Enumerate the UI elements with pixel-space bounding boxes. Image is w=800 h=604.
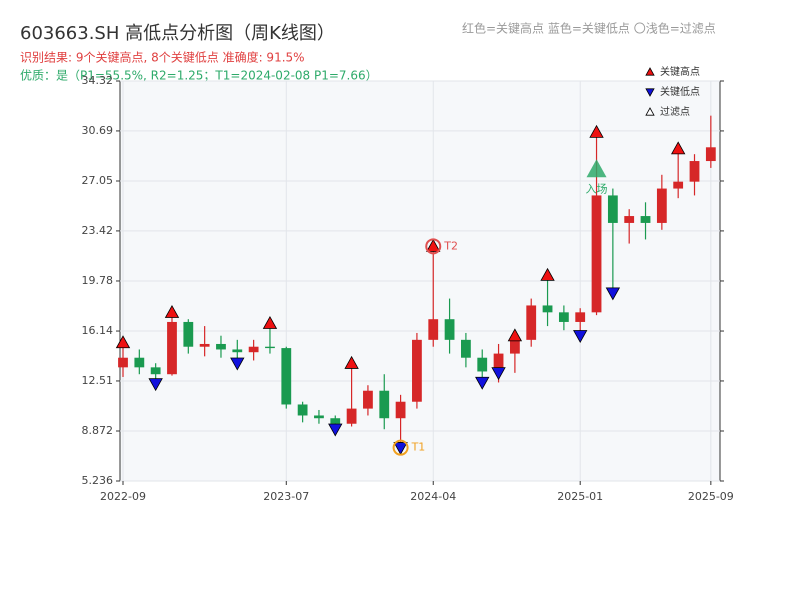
candle-body <box>477 357 488 372</box>
candle-body <box>461 339 471 358</box>
candle-body <box>705 147 716 162</box>
candle-body <box>297 404 308 416</box>
note: 红色=关键高点 蓝色=关键低点 〇浅色=过滤点 <box>462 21 716 36</box>
candle-body <box>167 321 177 375</box>
candle-body <box>363 390 373 409</box>
marker <box>164 305 180 318</box>
legend-marker <box>645 107 655 116</box>
candle-body <box>183 321 194 347</box>
candle-body <box>428 319 439 340</box>
candle-body <box>444 319 455 340</box>
marker <box>344 355 359 369</box>
marker <box>115 335 131 349</box>
candle-body <box>575 312 586 322</box>
marker <box>507 328 523 342</box>
marker <box>605 287 621 301</box>
marker <box>670 141 686 155</box>
legend-label: 关键低点 <box>660 85 700 98</box>
candle-body <box>640 216 651 223</box>
marker <box>475 376 490 390</box>
candle-body <box>281 348 292 405</box>
y-tick-label: 8.872 <box>82 424 114 437</box>
annotation-label: T1 <box>411 441 426 454</box>
chart-title: 603663.SH 高低点分析图（周K线图） <box>20 23 335 44</box>
x-tick-label: 2022-09 <box>100 490 146 503</box>
y-tick-label: 12.51 <box>82 374 114 387</box>
candle-body <box>591 195 602 313</box>
y-tick-label: 27.05 <box>82 174 114 187</box>
marker <box>148 378 163 392</box>
candle-body <box>265 346 275 349</box>
candle-body <box>118 357 128 368</box>
marker <box>426 238 441 252</box>
x-tick-label: 2024-04 <box>410 490 456 503</box>
candle-body <box>624 216 635 223</box>
marker <box>540 267 555 281</box>
y-tick-label: 34.32 <box>82 74 114 87</box>
legend-marker <box>645 67 655 76</box>
marker <box>491 367 506 381</box>
annotation-ring <box>425 238 442 255</box>
candle-body <box>689 161 700 182</box>
subtitle: 优质：是（P1=55.5%, R2=1.25；T1=2024-02-08 P1=… <box>20 69 378 83</box>
x-tick-label: 2025-09 <box>688 490 734 503</box>
candle-body <box>493 353 504 372</box>
candle-body <box>150 367 161 375</box>
entry-label: 入场 <box>586 181 608 195</box>
candle-body <box>673 181 684 189</box>
legend-marker <box>645 88 655 97</box>
candle-body <box>509 339 520 354</box>
y-tick-label: 30.69 <box>82 124 114 137</box>
x-tick-label: 2025-01 <box>557 490 603 503</box>
legend-label: 关键高点 <box>660 65 700 78</box>
candle-body <box>412 339 422 402</box>
candle-body <box>607 195 618 223</box>
x-tick-label: 2023-07 <box>263 490 309 503</box>
candle-body <box>248 346 259 353</box>
marker <box>393 442 408 455</box>
subtitle: 识别结果: 9个关键高点, 8个关键低点 准确度: 91.5% <box>20 50 305 65</box>
candle-body <box>656 188 667 223</box>
y-tick-label: 5.236 <box>82 474 114 487</box>
marker <box>589 124 604 138</box>
candle-body <box>216 343 226 350</box>
candle-body <box>379 390 390 419</box>
marker <box>230 357 245 371</box>
annotation-label: T2 <box>443 239 458 252</box>
y-tick-label: 16.14 <box>82 324 114 337</box>
candle-body <box>346 408 357 424</box>
legend-label: 过滤点 <box>660 105 690 118</box>
candle-body <box>232 349 243 353</box>
y-tick-label: 19.78 <box>82 274 114 287</box>
candle-body <box>314 415 324 419</box>
candle-body <box>199 343 210 347</box>
marker <box>262 316 278 329</box>
candle-body <box>330 418 341 424</box>
candle-body <box>134 357 145 368</box>
candle-body <box>395 401 406 419</box>
marker <box>573 330 588 344</box>
y-tick-label: 23.42 <box>82 224 114 237</box>
marker <box>328 423 343 437</box>
annotation-ring <box>392 439 409 456</box>
entry-marker <box>586 159 607 178</box>
candle-body <box>526 305 537 340</box>
candle-body <box>558 312 569 322</box>
candle-body <box>542 305 553 313</box>
